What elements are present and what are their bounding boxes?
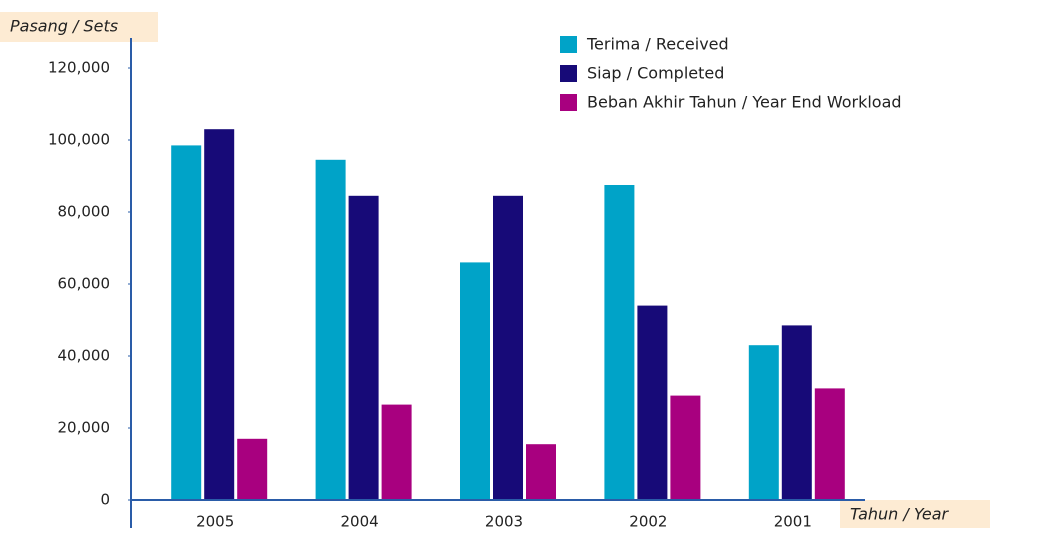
x-axis-label: Tahun / Year [850, 505, 950, 524]
bar [171, 145, 202, 500]
legend-label: Beban Akhir Tahun / Year End Workload [587, 93, 902, 112]
bar [237, 438, 268, 500]
y-tick-label: 60,000 [58, 275, 111, 293]
bar [381, 404, 412, 500]
bar [814, 388, 845, 500]
y-tick-label: 80,000 [58, 203, 111, 221]
bar [315, 159, 346, 501]
y-tick-label: 40,000 [58, 347, 111, 365]
y-label-bg [0, 12, 158, 42]
x-tick-label: 2001 [774, 513, 812, 531]
bar [460, 262, 490, 500]
y-axis-label: Pasang / Sets [10, 17, 118, 36]
legend-label: Terima / Received [586, 35, 729, 54]
bar [670, 395, 701, 500]
y-tick-label: 0 [100, 491, 110, 509]
bar [748, 345, 779, 500]
bar [204, 129, 235, 500]
legend-swatch [560, 65, 577, 82]
x-tick-label: 2003 [485, 513, 523, 531]
legend-swatch [560, 94, 577, 111]
x-tick-label: 2002 [629, 513, 667, 531]
bar [348, 195, 379, 501]
y-tick-label: 100,000 [48, 131, 110, 149]
legend-label: Siap / Completed [587, 64, 724, 83]
bar [781, 325, 812, 500]
y-tick-label: 120,000 [48, 59, 110, 77]
y-tick-label: 20,000 [58, 419, 111, 437]
bar [526, 444, 556, 500]
x-label-bg [840, 500, 990, 528]
bar [493, 195, 523, 501]
bar [637, 305, 668, 500]
legend-swatch [560, 36, 577, 53]
x-tick-label: 2004 [341, 513, 379, 531]
bar [604, 185, 635, 500]
x-tick-label: 2005 [196, 513, 234, 531]
